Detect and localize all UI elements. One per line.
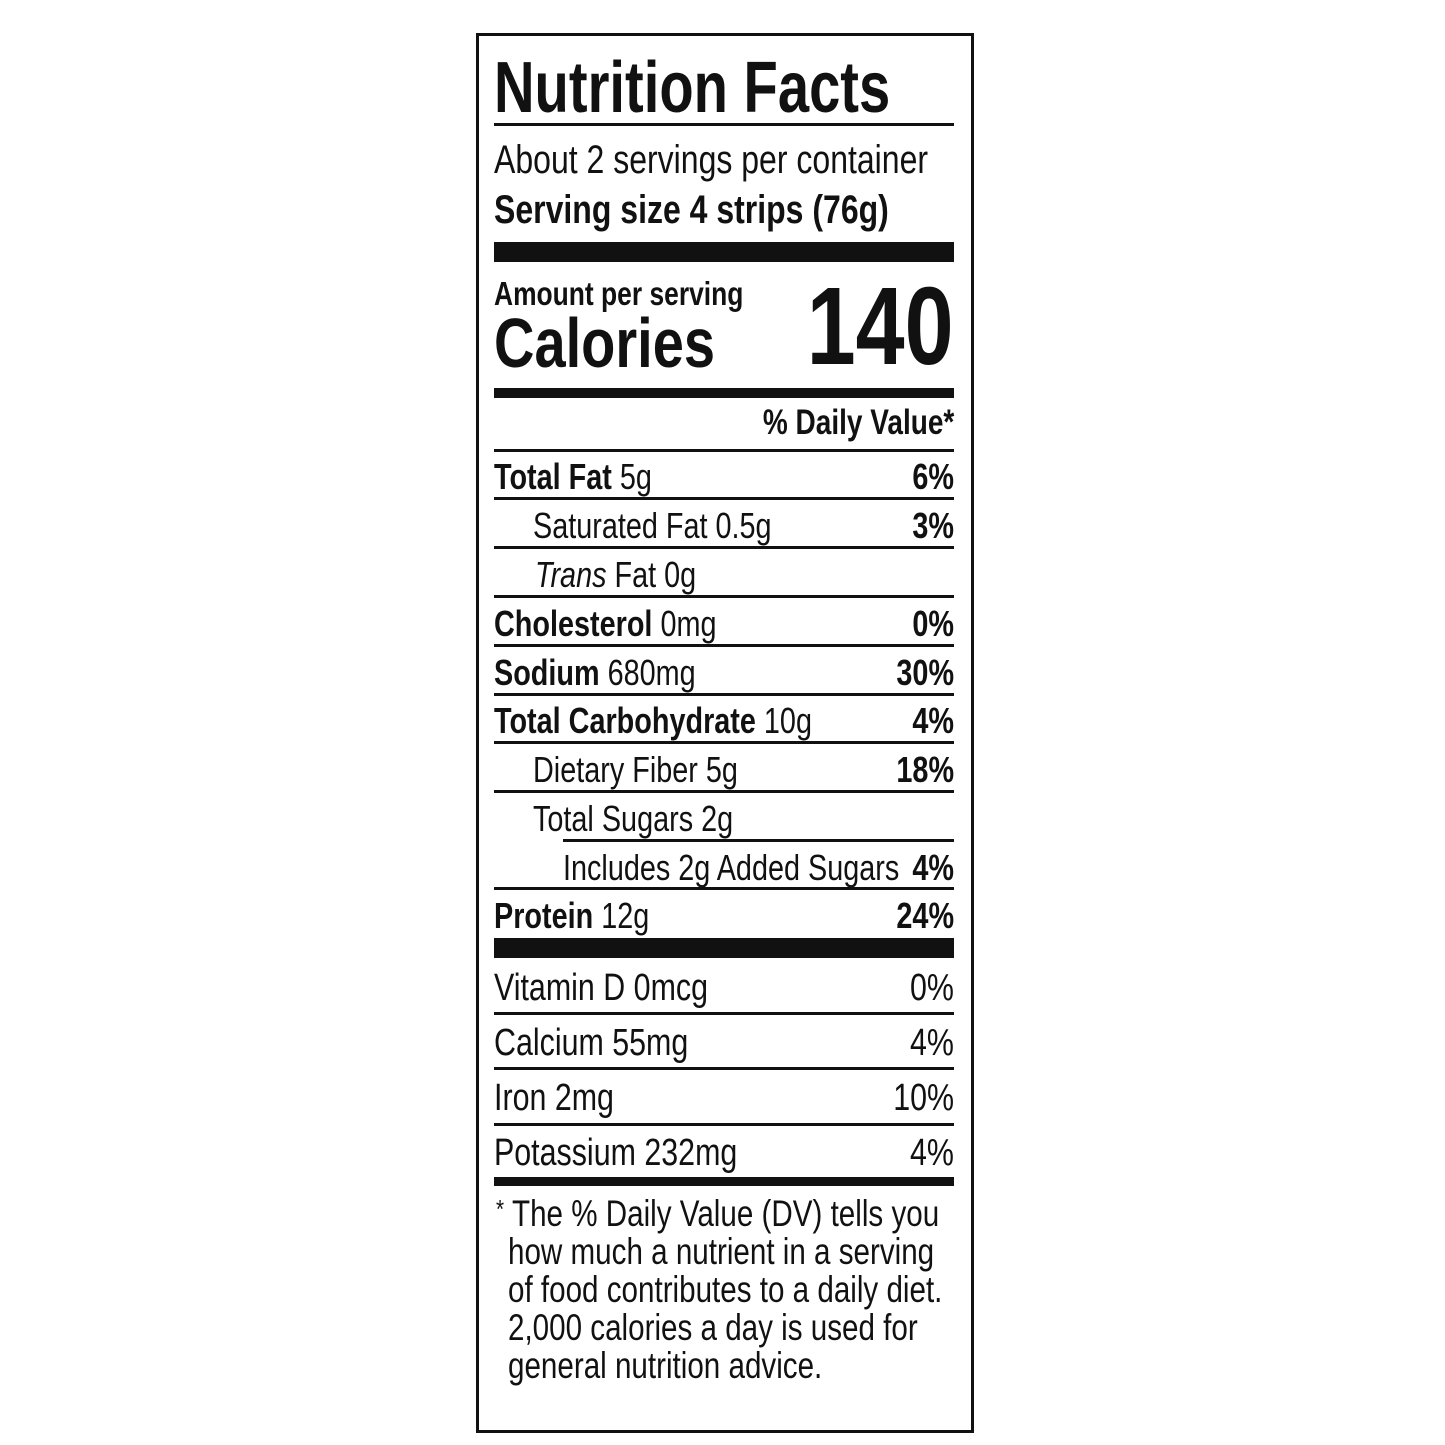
thick-divider	[494, 242, 954, 262]
amount-per-serving: Amount per serving	[494, 275, 744, 312]
calories-label: Calories	[494, 304, 715, 382]
nutrient-total-sugars: Total Sugars 2g	[533, 798, 734, 839]
title: Nutrition Facts	[494, 48, 891, 128]
footnote-line: The % Daily Value (DV) tells you	[512, 1193, 940, 1234]
medium-divider	[494, 388, 954, 398]
nutrient-trans-fat: Trans Fat 0g	[535, 554, 697, 595]
footnote-marker: *	[496, 1194, 505, 1224]
thick-divider	[494, 938, 954, 958]
calories-value: 140	[807, 265, 954, 388]
dv-protein: 24%	[896, 895, 954, 936]
vitamin-d: Vitamin D 0mcg	[494, 967, 709, 1009]
nutrient-dietary-fiber: Dietary Fiber 5g	[533, 749, 738, 790]
dv-total-fat: 6%	[912, 456, 954, 497]
iron: Iron 2mg	[494, 1077, 614, 1119]
divider	[494, 449, 954, 452]
footnote-line: 2,000 calories a day is used for	[508, 1307, 918, 1348]
medium-divider	[494, 1177, 954, 1186]
nutrient-sodium: Sodium 680mg	[494, 652, 696, 693]
footnote-line: of food contributes to a daily diet.	[508, 1269, 943, 1310]
footnote-line: how much a nutrient in a serving	[508, 1231, 935, 1272]
nutrition-facts-panel	[476, 33, 974, 1433]
nutrient-saturated-fat: Saturated Fat 0.5g	[533, 505, 772, 546]
servings-per-container: About 2 servings per container	[494, 138, 929, 182]
nutrient-cholesterol: Cholesterol 0mg	[494, 603, 717, 644]
footnote-line: general nutrition advice.	[508, 1345, 823, 1386]
dv-added-sugars: 4%	[912, 847, 954, 888]
dv-potassium: 4%	[910, 1132, 954, 1174]
dv-total-carbohydrate: 4%	[912, 700, 954, 741]
nutrient-added-sugars: Includes 2g Added Sugars	[563, 847, 900, 888]
dv-saturated-fat: 3%	[912, 505, 954, 546]
nutrient-total-fat: Total Fat 5g	[494, 456, 652, 497]
dv-sodium: 30%	[896, 652, 954, 693]
dv-calcium: 4%	[910, 1022, 954, 1064]
serving-size: Serving size 4 strips (76g)	[494, 188, 889, 232]
dv-cholesterol: 0%	[912, 603, 954, 644]
nutrient-protein: Protein 12g	[494, 895, 650, 936]
divider	[494, 123, 954, 126]
daily-value-header: % Daily Value*	[762, 403, 954, 442]
dv-dietary-fiber: 18%	[896, 749, 954, 790]
nutrient-total-carbohydrate: Total Carbohydrate 10g	[494, 700, 812, 741]
potassium: Potassium 232mg	[494, 1132, 738, 1174]
calcium: Calcium 55mg	[494, 1022, 689, 1064]
dv-iron: 10%	[893, 1077, 954, 1119]
dv-vitamin-d: 0%	[910, 967, 954, 1009]
